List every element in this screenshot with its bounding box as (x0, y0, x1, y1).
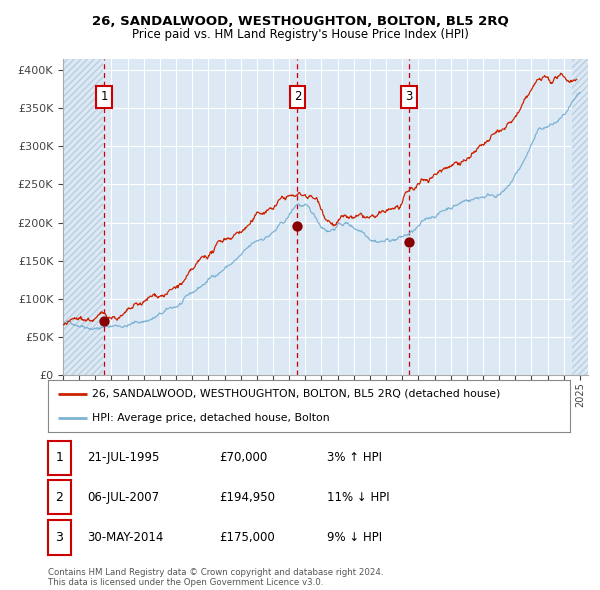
Text: 9% ↓ HPI: 9% ↓ HPI (327, 531, 382, 544)
Text: HPI: Average price, detached house, Bolton: HPI: Average price, detached house, Bolt… (92, 413, 330, 423)
Text: 30-MAY-2014: 30-MAY-2014 (87, 531, 163, 544)
Text: 3: 3 (405, 90, 413, 103)
Text: 1: 1 (100, 90, 108, 103)
Bar (63, 59, 103, 375)
Text: 2: 2 (293, 90, 301, 103)
Text: 21-JUL-1995: 21-JUL-1995 (87, 451, 160, 464)
Text: £194,950: £194,950 (219, 491, 275, 504)
Text: 11% ↓ HPI: 11% ↓ HPI (327, 491, 389, 504)
Text: 2: 2 (55, 491, 64, 504)
Text: 06-JUL-2007: 06-JUL-2007 (87, 491, 159, 504)
Text: 3% ↑ HPI: 3% ↑ HPI (327, 451, 382, 464)
Text: Price paid vs. HM Land Registry's House Price Index (HPI): Price paid vs. HM Land Registry's House … (131, 28, 469, 41)
Text: £175,000: £175,000 (219, 531, 275, 544)
Text: £70,000: £70,000 (219, 451, 267, 464)
Point (293, 222, 302, 231)
Text: 1: 1 (55, 451, 64, 464)
Text: 26, SANDALWOOD, WESTHOUGHTON, BOLTON, BL5 2RQ: 26, SANDALWOOD, WESTHOUGHTON, BOLTON, BL… (92, 15, 508, 28)
Point (100, 317, 109, 326)
Text: 26, SANDALWOOD, WESTHOUGHTON, BOLTON, BL5 2RQ (detached house): 26, SANDALWOOD, WESTHOUGHTON, BOLTON, BL… (92, 389, 501, 399)
Text: Contains HM Land Registry data © Crown copyright and database right 2024.
This d: Contains HM Land Registry data © Crown c… (48, 568, 383, 587)
Text: 3: 3 (55, 531, 64, 544)
Bar (572, 59, 588, 375)
Point (404, 237, 413, 246)
